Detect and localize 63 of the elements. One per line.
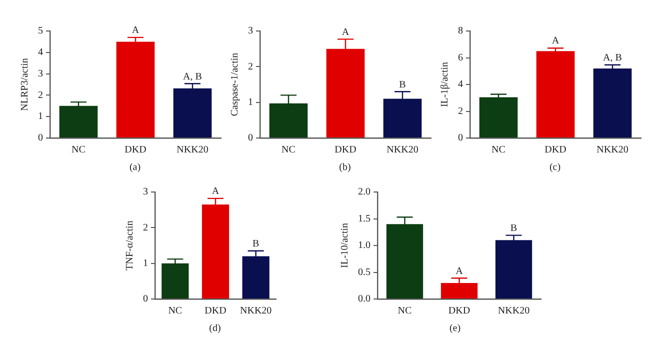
x-tick-label: NKK20 [176,144,208,156]
annotation: A, B [603,52,622,64]
x-tick-label: NC [168,306,182,317]
y-tick-label: 3 [38,68,43,80]
text: (d) [208,323,222,334]
y-tick-label: 0.5 [358,266,370,278]
y-tick-label: 8 [458,26,463,37]
y-tick-label: 3 [143,186,148,198]
annotation: B [252,238,260,250]
text: (c) [548,162,562,173]
y-tick-label: 4 [458,79,463,90]
y-tick-label: 5 [38,26,43,37]
annotation: A [552,36,560,47]
annotation: A [212,186,220,198]
y-axis-title: NLRP3/actin [20,58,31,111]
x-tick-label: NKK20 [240,306,272,317]
text: (a) [128,162,142,173]
bar [593,68,632,138]
y-tick-label: 0 [248,132,253,144]
y-tick-label: 3 [248,26,253,37]
y-axis-title: TNF-α/actin [124,220,136,270]
y-tick-label: 1 [143,258,148,269]
y-tick-label: 4 [38,47,43,58]
y-tick-label: 1 [248,96,253,108]
y-tick-label: 0.0 [358,294,370,305]
y-tick-label: 0 [38,132,43,144]
annotation: A [132,25,140,36]
x-tick-label: NC [72,144,86,156]
y-axis-title: IL-10/actin [340,223,351,268]
y-tick-label: 2 [458,106,463,117]
text: (e) [448,323,462,334]
x-tick-label: NKK20 [596,144,628,156]
x-tick-label: NKK20 [498,306,530,317]
x-tick-label: DKD [334,144,356,156]
annotation: A, B [183,71,202,82]
y-tick-label: 0 [458,132,463,144]
y-tick-label: 1 [38,111,43,122]
y-axis-title: Caspase-1/actin [230,52,241,116]
y-tick-label: 2.0 [358,186,370,198]
x-tick-label: NC [398,306,412,317]
annotation: B [399,79,406,90]
x-tick-label: DKD [204,306,226,317]
y-tick-label: 0 [143,294,148,305]
y-tick-label: 6 [458,52,463,64]
x-tick-label: DKD [124,144,146,156]
bar [536,51,575,138]
y-tick-label: 2 [143,222,148,234]
text: (b) [338,162,352,173]
annotation: B [510,222,518,234]
y-tick-label: 2 [248,61,253,72]
x-tick-label: NC [492,144,506,156]
y-tick-label: 1.0 [358,240,370,252]
y-tick-label: 2 [38,90,43,101]
x-tick-label: NC [282,144,296,156]
y-axis-title: IL-1β/actin [440,62,451,108]
bar [479,97,518,138]
bar [59,106,98,138]
annotation: A [342,26,350,38]
x-tick-label: DKD [544,144,566,156]
annotation: A [456,266,464,277]
y-tick-label: 1.5 [358,213,370,224]
x-tick-label: DKD [448,306,470,317]
x-tick-label: NKK20 [386,144,418,156]
